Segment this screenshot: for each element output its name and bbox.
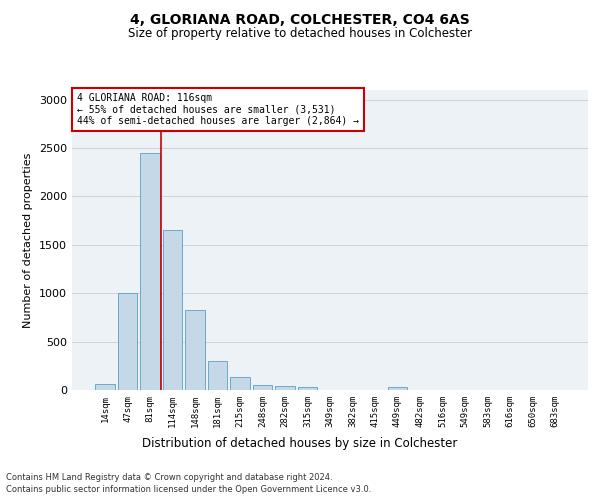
- Bar: [95, 384, 115, 390]
- Bar: [230, 378, 250, 390]
- Bar: [163, 230, 182, 390]
- Text: Contains public sector information licensed under the Open Government Licence v3: Contains public sector information licen…: [6, 485, 371, 494]
- Text: 4 GLORIANA ROAD: 116sqm
← 55% of detached houses are smaller (3,531)
44% of semi: 4 GLORIANA ROAD: 116sqm ← 55% of detache…: [77, 93, 359, 126]
- Bar: [298, 387, 317, 390]
- Text: Distribution of detached houses by size in Colchester: Distribution of detached houses by size …: [142, 438, 458, 450]
- Y-axis label: Number of detached properties: Number of detached properties: [23, 152, 34, 328]
- Bar: [118, 293, 137, 390]
- Bar: [253, 384, 272, 390]
- Bar: [140, 153, 160, 390]
- Bar: [388, 387, 407, 390]
- Bar: [208, 361, 227, 390]
- Text: 4, GLORIANA ROAD, COLCHESTER, CO4 6AS: 4, GLORIANA ROAD, COLCHESTER, CO4 6AS: [130, 12, 470, 26]
- Bar: [275, 386, 295, 390]
- Bar: [185, 310, 205, 390]
- Text: Size of property relative to detached houses in Colchester: Size of property relative to detached ho…: [128, 28, 472, 40]
- Text: Contains HM Land Registry data © Crown copyright and database right 2024.: Contains HM Land Registry data © Crown c…: [6, 472, 332, 482]
